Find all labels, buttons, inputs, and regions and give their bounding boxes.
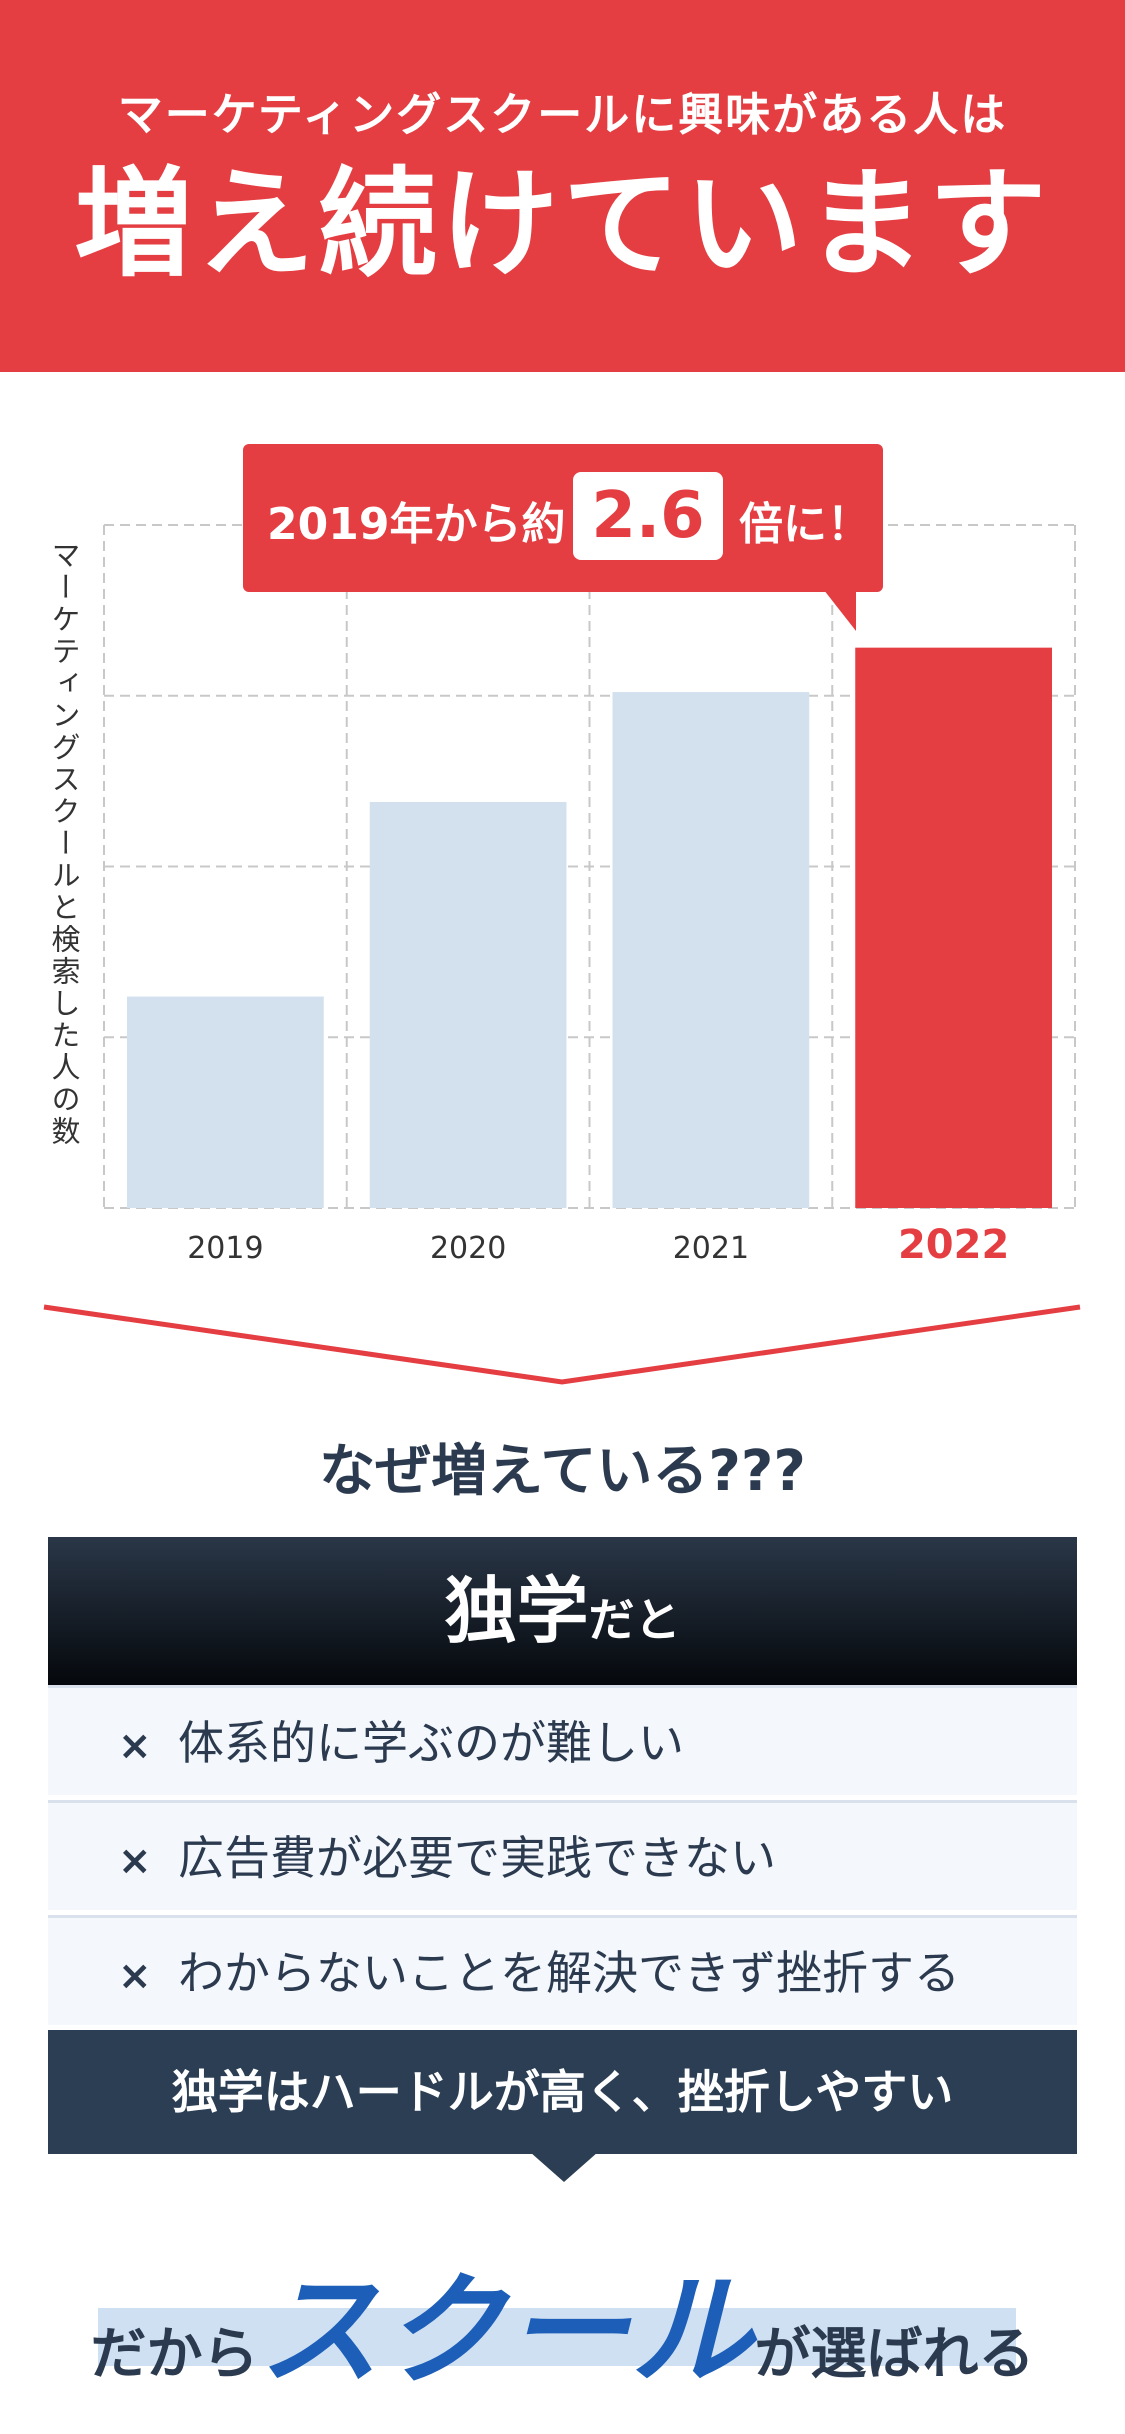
panel-header-sub: だと — [588, 1593, 681, 1647]
bar-2021 — [612, 692, 810, 1208]
cross-icon: × — [118, 1723, 152, 1769]
callout-tail — [820, 585, 856, 631]
x-tick-label: 2020 — [430, 1231, 506, 1266]
cross-icon: × — [118, 1838, 152, 1884]
callout-suffix: 倍に！ — [739, 499, 871, 550]
callout-prefix: 2019年から約 — [267, 499, 566, 550]
conclusion-post: が選ばれる — [754, 2322, 1035, 2387]
problem-text: 体系的に学ぶのが難しい — [178, 1716, 684, 1770]
problem-item: × わからないことを解決できず挫折する — [48, 1915, 1077, 2025]
callout-value: 2.6 — [573, 472, 723, 560]
conclusion-highlight — [98, 2308, 1016, 2366]
problem-text: わからないことを解決できず挫折する — [178, 1946, 960, 2000]
panel-footer: 独学はハードルが高く、挫折しやすい — [48, 2030, 1077, 2154]
panel-header-main: 独学 — [444, 1569, 589, 1653]
chart-y-axis-label: マーケティングスクールと検索した人の数 — [47, 540, 81, 1148]
problem-item: × 体系的に学ぶのが難しい — [48, 1685, 1077, 1795]
bar-chart: 2019 2020 2021 2022 — [0, 372, 1125, 1385]
x-tick-label: 2019 — [187, 1231, 263, 1266]
conclusion-emphasis: スクール — [258, 2260, 755, 2402]
chevron-divider — [43, 1304, 1081, 1385]
x-tick-label: 2022 — [898, 1222, 1009, 1268]
growth-callout: 2019年から約 2.6 倍に！ — [243, 444, 883, 592]
conclusion-pre: だから — [90, 2322, 259, 2387]
problem-text: 広告費が必要で実践できない — [178, 1831, 776, 1885]
cross-icon: × — [118, 1953, 152, 1999]
bar-2020 — [369, 802, 567, 1208]
header-banner: マーケティングスクールに興味がある人は 増え続けています — [0, 0, 1125, 372]
header-title: 増え続けています — [74, 155, 1051, 293]
bar-2022 — [855, 647, 1052, 1208]
why-heading: なぜ増えている??? — [319, 1439, 806, 1504]
bar-2019 — [127, 996, 324, 1208]
conclusion-text: だからスクールが選ばれる — [0, 2232, 1125, 2409]
problem-item: × 広告費が必要で実践できない — [48, 1800, 1077, 1910]
panel-footer-tail — [530, 2152, 598, 2182]
chart-svg: 2019 2020 2021 2022 — [43, 524, 1081, 1385]
x-tick-label: 2021 — [673, 1231, 749, 1266]
panel-header: 独学だと — [48, 1537, 1077, 1685]
header-subtitle: マーケティングスクールに興味がある人は — [117, 88, 1008, 141]
